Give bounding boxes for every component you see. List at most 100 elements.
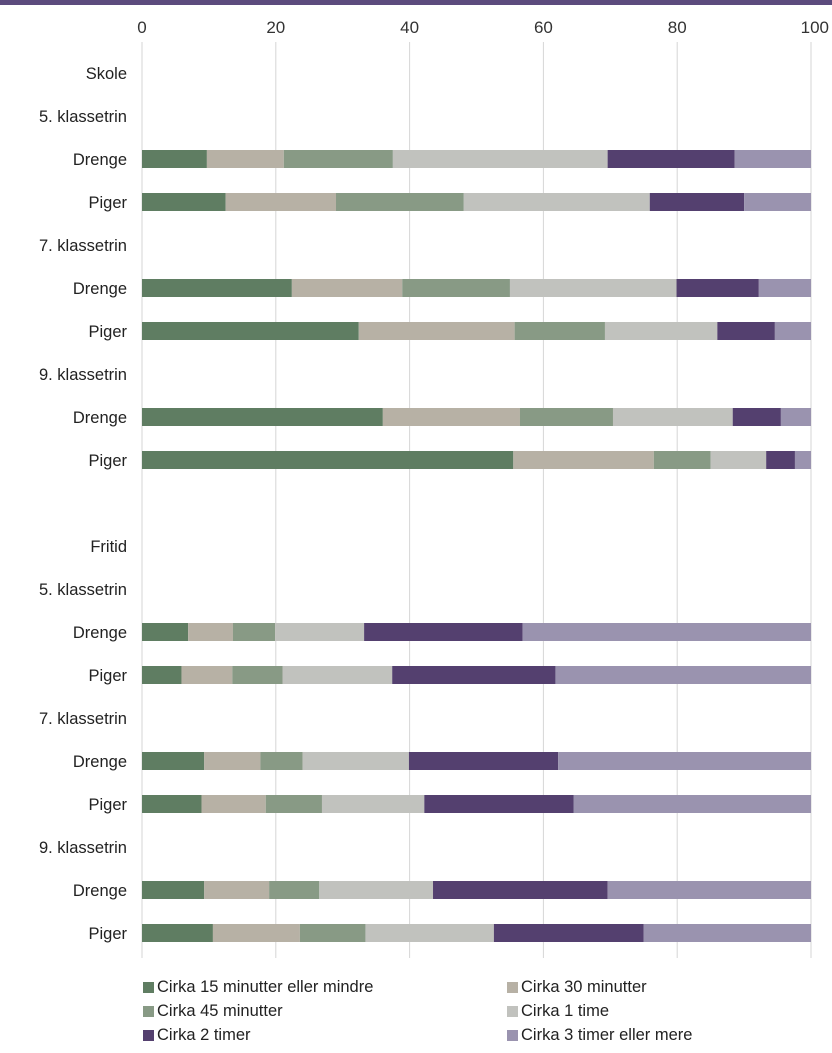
bar-segment [555,666,811,684]
bar-segment [321,795,425,813]
bar-segment [365,924,494,942]
bar-segment [142,279,292,297]
bar-segment [710,451,767,469]
bar-segment [364,623,523,641]
bar-segment [142,193,226,211]
bar-segment [392,150,608,168]
bar-segment [424,795,574,813]
category-labels: Skole 5. klassetrin Drenge Piger 7. klassetr… [39,65,128,943]
bars [142,150,811,942]
legend-item: Cirka 3 timer eller mere [507,1024,823,1046]
bar-segment [573,795,811,813]
x-tick-label: 60 [534,18,553,37]
bar-segment [513,451,654,469]
category-label: 5. klassetrin [39,581,127,599]
bar-segment [142,408,383,426]
category-label: Piger [88,452,127,470]
bar-segment [519,408,613,426]
legend-swatch [143,1005,154,1017]
gridlines [141,42,812,958]
category-label: Piger [88,667,127,685]
bar-segment [522,623,811,641]
bar-segment [232,623,276,641]
bar-segment [612,408,733,426]
bar-segment [225,193,337,211]
category-label: Piger [88,925,127,943]
bar-segment [558,752,811,770]
category-label: Drenge [73,280,127,298]
bar-segment [794,451,811,469]
bar-segment [717,322,775,340]
bar-segment [142,322,359,340]
category-label: Drenge [73,409,127,427]
bar-segment [336,193,464,211]
bar-segment [653,451,711,469]
legend-swatch [143,1029,154,1041]
bar-segment [358,322,515,340]
category-label: 7. klassetrin [39,237,127,255]
legend-label: Cirka 3 timer eller mere [521,1025,693,1044]
category-label: 7. klassetrin [39,710,127,728]
bar-segment [283,150,393,168]
legend-swatch [507,1029,518,1041]
category-label: Piger [88,194,127,212]
legend-item: Cirka 2 timer [143,1024,507,1046]
legend-swatch [143,981,154,993]
category-label: 9. klassetrin [39,366,127,384]
bar-segment [509,279,677,297]
bar-segment [188,623,233,641]
bar-segment [302,752,409,770]
bar-segment [232,666,283,684]
category-label: Drenge [73,624,127,642]
bar-segment [463,193,650,211]
bar-segment [514,322,605,340]
bar-segment [433,881,608,899]
bar-segment [744,193,811,211]
legend-item: Cirka 30 minutter [507,976,823,998]
bar-segment [676,279,759,297]
category-label: 5. klassetrin [39,108,127,126]
bar-segment [319,881,434,899]
x-axis-ticks: 0 20 40 60 80 100 [137,18,829,37]
category-label: Skole [86,65,127,83]
bar-segment [206,150,284,168]
bar-segment [291,279,403,297]
bar-segment [643,924,811,942]
category-label: Drenge [73,151,127,169]
bar-segment [212,924,300,942]
bar-segment [282,666,393,684]
bar-segment [260,752,303,770]
bar-segment [204,881,270,899]
bar-segment [275,623,365,641]
legend-label: Cirka 2 timer [157,1025,251,1044]
x-tick-label: 100 [801,18,829,37]
bar-segment [493,924,644,942]
bar-segment [181,666,233,684]
bar-segment [382,408,520,426]
bar-segment [142,623,189,641]
bar-segment [265,795,322,813]
x-tick-label: 0 [137,18,146,37]
bar-segment [142,451,514,469]
bar-segment [649,193,745,211]
bar-segment [774,322,811,340]
x-tick-label: 80 [668,18,687,37]
bar-segment [204,752,261,770]
bar-segment [201,795,266,813]
bar-segment [299,924,366,942]
bar-segment [142,924,213,942]
category-label: Drenge [73,753,127,771]
bar-segment [142,150,207,168]
category-label: Piger [88,796,127,814]
bar-segment [732,408,781,426]
legend-label: Cirka 30 minutter [521,977,647,996]
bar-segment [734,150,811,168]
bar-segment [142,666,182,684]
bar-segment [392,666,556,684]
legend-label: Cirka 15 minutter eller mindre [157,977,374,996]
x-tick-label: 40 [400,18,419,37]
legend: Cirka 15 minutter eller mindre Cirka 30 m… [143,976,823,1046]
stacked-bar-chart: 0 20 40 60 80 100 Skole 5. klassetrin Drenge Pig… [0,0,832,958]
top-border-line [0,0,832,5]
bar-segment [142,752,205,770]
